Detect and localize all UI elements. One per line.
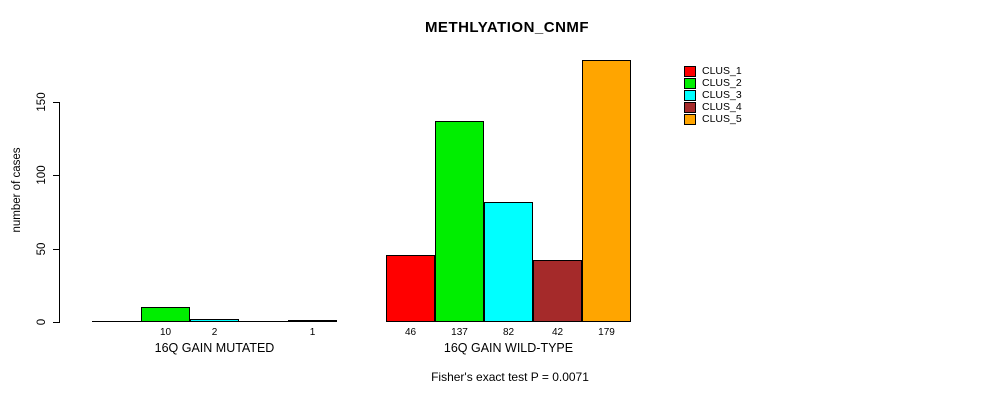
bar-clus-4-16q-gain-wild-type [533,260,582,322]
legend-item-clus-2: CLUS_2 [684,77,742,89]
legend-label: CLUS_1 [702,65,742,77]
chart-title: METHLYATION_CNMF [424,19,590,36]
bar-value-label: 2 [211,327,218,338]
bar-value-label: 42 [551,327,564,338]
y-tick-label: 150 [36,92,48,112]
bar-clus-2-16q-gain-mutated [141,307,190,322]
y-tick-mark [53,322,59,323]
legend-item-clus-4: CLUS_4 [684,101,742,113]
y-tick-mark [53,102,59,103]
legend-label: CLUS_4 [702,101,742,113]
y-axis-label: number of cases [11,147,23,233]
legend-label: CLUS_5 [702,113,742,125]
legend-swatch-icon [684,77,696,89]
legend: CLUS_1 CLUS_2 CLUS_3 CLUS_4 CLUS_5 [684,65,742,125]
bar-clus-5-16q-gain-mutated [288,320,337,322]
bar-value-label: 137 [451,327,468,338]
bar-clus-1-16q-gain-mutated [92,321,141,322]
bar-clus-3-16q-gain-wild-type [484,202,533,322]
bar-clus-1-16q-gain-wild-type [386,255,435,322]
y-tick-mark [53,175,59,176]
legend-item-clus-1: CLUS_1 [684,65,742,77]
fisher-test-annotation: Fisher's exact test P = 0.0071 [431,370,589,384]
bar-value-label: 10 [159,327,172,338]
y-tick-label: 50 [36,242,48,256]
bar-clus-2-16q-gain-wild-type [435,121,484,322]
bar-value-label: 82 [502,327,515,338]
x-group-label-16q-gain-wild-type: 16Q GAIN WILD-TYPE [443,341,574,355]
y-tick-mark [53,249,59,250]
x-group-label-16q-gain-mutated: 16Q GAIN MUTATED [154,341,275,355]
legend-item-clus-3: CLUS_3 [684,89,742,101]
bar-clus-3-16q-gain-mutated [190,319,239,322]
y-axis-line [59,102,60,323]
bar-clus-5-16q-gain-wild-type [582,60,631,322]
bar-value-label: 1 [309,327,316,338]
legend-swatch-icon [684,65,696,77]
legend-label: CLUS_3 [702,89,742,101]
legend-swatch-icon [684,113,696,125]
bar-clus-4-16q-gain-mutated [239,321,288,322]
legend-item-clus-5: CLUS_5 [684,113,742,125]
bar-value-label: 179 [598,327,615,338]
legend-swatch-icon [684,101,696,113]
y-tick-label: 0 [36,318,48,326]
legend-swatch-icon [684,89,696,101]
bar-value-label: 46 [404,327,417,338]
legend-label: CLUS_2 [702,77,742,89]
y-tick-label: 100 [36,165,48,185]
